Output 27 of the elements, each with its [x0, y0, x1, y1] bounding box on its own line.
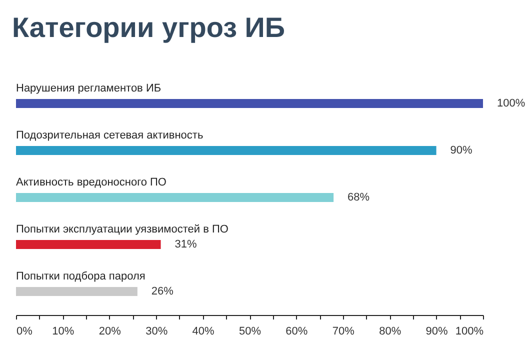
bar — [16, 287, 138, 296]
data-label: 31% — [174, 238, 198, 250]
bar — [16, 146, 436, 155]
x-tick-label: 60% — [286, 326, 308, 338]
y-tick-label: Попытки эксплуатации уязвимостей в ПО — [16, 224, 229, 236]
data-label: 100% — [497, 98, 526, 110]
bar — [16, 240, 161, 249]
y-tick-label: Попытки подбора пароля — [16, 270, 146, 282]
x-tick-label: 70% — [332, 326, 355, 338]
bar — [16, 99, 483, 108]
data-label: 26% — [151, 286, 174, 298]
bar — [16, 193, 334, 202]
x-tick-label: 80% — [379, 326, 402, 338]
x-tick-label: 90% — [426, 326, 448, 338]
data-label: 68% — [348, 192, 370, 204]
x-tick-label: 40% — [192, 326, 215, 338]
y-tick-label: Подозрительная сетевая активность — [16, 130, 204, 142]
x-tick-label: 100% — [455, 326, 484, 338]
x-tick-label: 0% — [16, 326, 33, 338]
x-tick-label: 10% — [52, 326, 74, 338]
x-tick-label: 30% — [146, 326, 168, 338]
chart-title: Категории угроз ИБ — [12, 12, 286, 43]
x-tick-label: 20% — [98, 326, 122, 338]
y-tick-label: Активность вредоносного ПО — [16, 176, 167, 188]
data-label: 90% — [450, 144, 473, 156]
y-tick-label: Нарушения регламентов ИБ — [16, 82, 162, 94]
x-tick-label: 50% — [238, 326, 262, 338]
